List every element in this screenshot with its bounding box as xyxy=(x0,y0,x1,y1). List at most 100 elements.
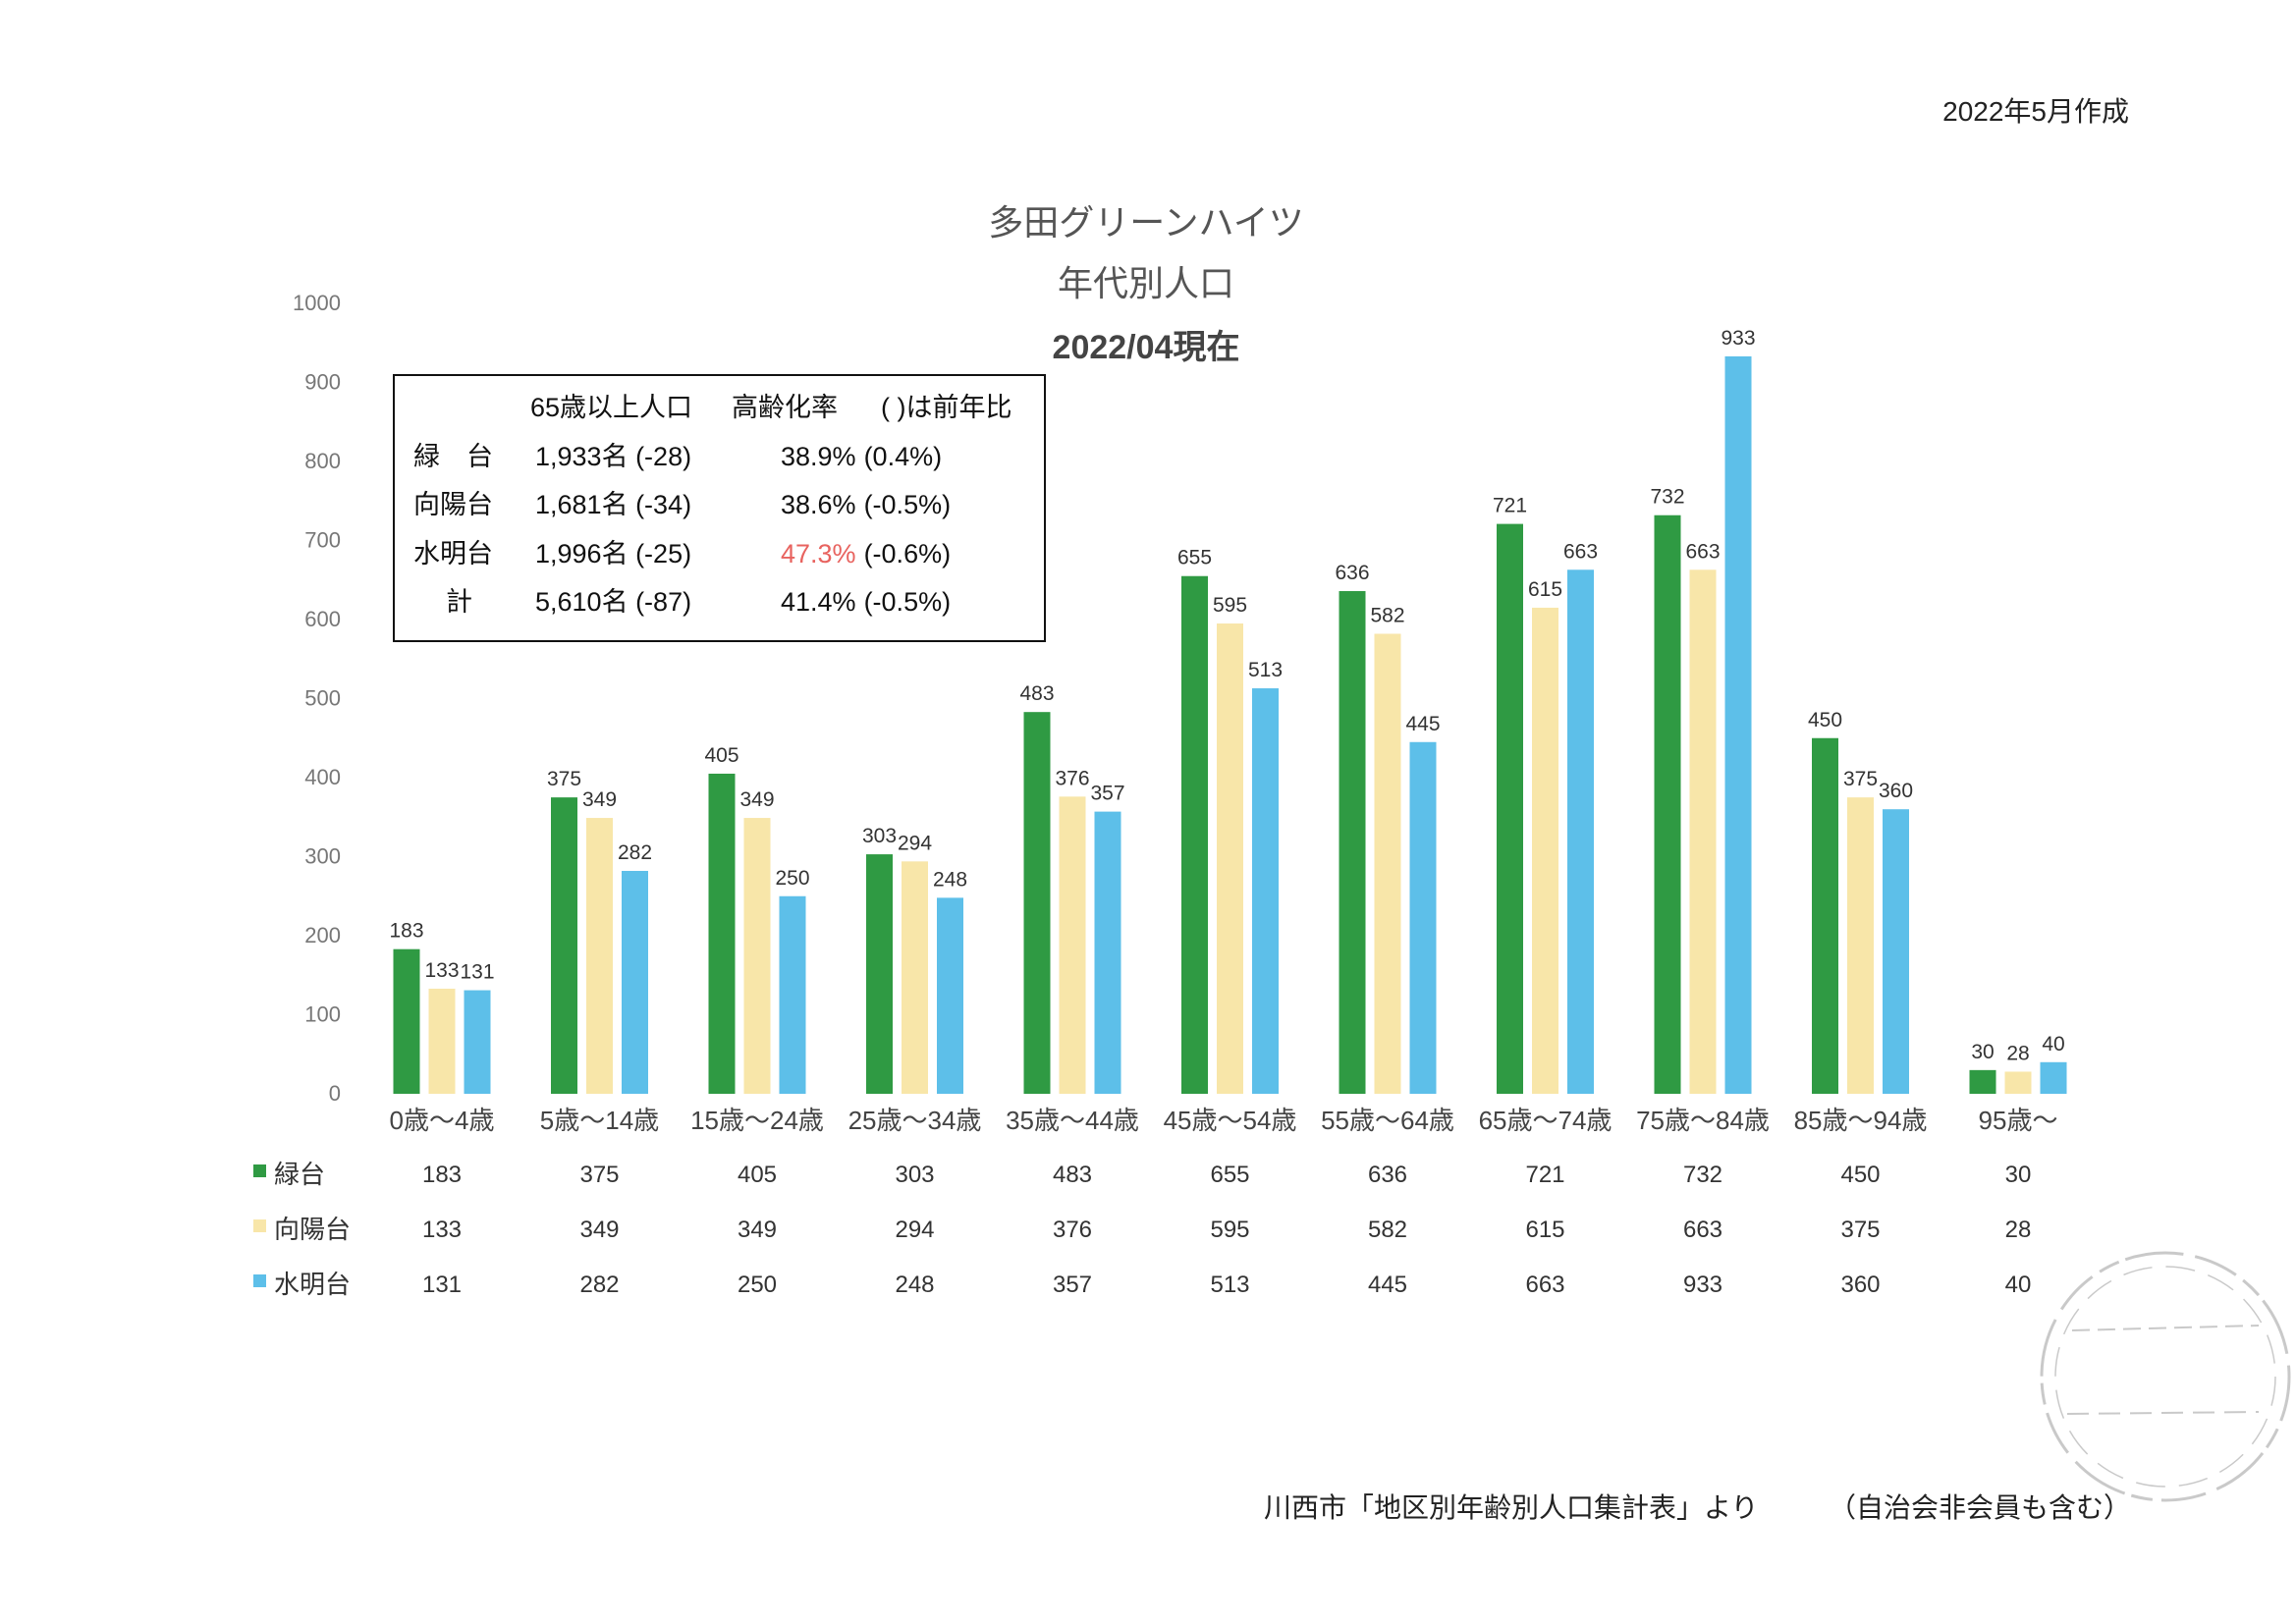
source-note: 川西市「地区別年齢別人口集計表」より xyxy=(1264,1492,1759,1523)
y-tick-label: 300 xyxy=(304,844,341,869)
row-total-label: 計 xyxy=(446,587,472,617)
data-label: 721 xyxy=(1493,495,1527,517)
bar-series-2 xyxy=(1217,623,1243,1094)
bar-series-1 xyxy=(1339,591,1366,1094)
bar-series-1 xyxy=(1497,523,1523,1094)
category-label: 65歳～74歳 xyxy=(1479,1106,1613,1135)
table-value: 28 xyxy=(2005,1217,2032,1243)
bar-series-3 xyxy=(1252,688,1279,1094)
data-label: 375 xyxy=(1843,768,1878,790)
row-area-label: 水明台 xyxy=(413,539,493,568)
table-value: 40 xyxy=(2005,1272,2032,1298)
table-value: 131 xyxy=(422,1272,462,1298)
table-value: 513 xyxy=(1210,1272,1249,1298)
bar-series-1 xyxy=(866,854,893,1094)
table-value: 445 xyxy=(1368,1272,1407,1298)
data-label: 360 xyxy=(1879,780,1913,802)
data-label: 663 xyxy=(1685,540,1720,563)
table-value: 248 xyxy=(895,1272,934,1298)
table-value: 250 xyxy=(738,1272,777,1298)
bar-series-1 xyxy=(1654,514,1681,1094)
y-tick-label: 500 xyxy=(304,686,341,711)
table-value: 655 xyxy=(1210,1162,1249,1188)
data-label: 303 xyxy=(862,825,897,847)
category-label: 15歳～24歳 xyxy=(690,1106,824,1135)
table-value: 360 xyxy=(1840,1272,1880,1298)
table-value: 450 xyxy=(1840,1162,1880,1188)
bar-series-2 xyxy=(1374,633,1401,1094)
bar-series-3 xyxy=(2040,1061,2067,1094)
bar-series-1 xyxy=(1969,1069,1996,1094)
bar-series-1 xyxy=(1812,737,1838,1094)
data-label: 28 xyxy=(2006,1042,2029,1064)
legend-swatch xyxy=(253,1274,266,1287)
y-tick-label: 700 xyxy=(304,528,341,553)
category-label: 5歳～14歳 xyxy=(540,1106,659,1135)
bar-series-3 xyxy=(779,895,806,1094)
data-label: 349 xyxy=(739,788,774,811)
y-tick-label: 0 xyxy=(329,1081,341,1106)
row-rate-cell: 38.6% (-0.5%) xyxy=(781,491,951,518)
data-label: 663 xyxy=(1563,540,1598,563)
data-label: 615 xyxy=(1528,578,1562,601)
y-tick-label: 100 xyxy=(304,1002,341,1027)
table-value: 294 xyxy=(895,1217,934,1243)
chart-subtitle: 年代別人口 xyxy=(1057,263,1234,303)
row-elderly-population: 1,933名 (-28) xyxy=(535,442,692,471)
y-tick-label: 900 xyxy=(304,370,341,395)
data-label: 595 xyxy=(1213,594,1247,617)
data-label: 133 xyxy=(424,959,459,982)
row-rate-cell: 47.3% (-0.6%) xyxy=(781,540,951,568)
category-label: 0歳～4歳 xyxy=(390,1106,495,1135)
row-rate-cell: 41.4% (-0.5%) xyxy=(781,588,951,616)
data-label: 445 xyxy=(1405,713,1440,735)
bar-series-2 xyxy=(1847,797,1874,1094)
data-label: 513 xyxy=(1248,659,1283,681)
data-label: 30 xyxy=(1971,1041,1994,1063)
legend-label: 水明台 xyxy=(274,1270,351,1299)
data-label: 282 xyxy=(618,841,652,864)
y-tick-label: 800 xyxy=(304,449,341,473)
y-axis-ticks: 0 100 200 300 400 500 600 700 800 900 1000 xyxy=(293,291,341,1106)
bar-series-1 xyxy=(1181,575,1208,1094)
row-area-label: 向陽台 xyxy=(413,490,493,519)
legend-swatch xyxy=(253,1164,266,1177)
table-value: 615 xyxy=(1525,1217,1564,1243)
bars xyxy=(393,355,2067,1094)
data-label: 349 xyxy=(582,788,617,811)
data-label: 450 xyxy=(1808,709,1842,731)
bar-series-2 xyxy=(428,988,456,1094)
table-value: 376 xyxy=(1053,1217,1092,1243)
data-label: 933 xyxy=(1721,327,1755,350)
chart-title: 多田グリーンハイツ xyxy=(988,202,1304,243)
legend-label: 向陽台 xyxy=(274,1215,351,1244)
bar-series-3 xyxy=(1883,809,1909,1094)
header-yoy-note: ( )は前年比 xyxy=(881,393,1012,422)
data-label: 582 xyxy=(1370,604,1404,626)
row-area-label: 緑 台 xyxy=(413,442,493,471)
y-tick-label: 400 xyxy=(304,765,341,789)
data-label: 405 xyxy=(704,744,738,767)
category-label: 45歳～54歳 xyxy=(1164,1106,1297,1135)
table-value: 30 xyxy=(2005,1162,2032,1188)
bar-series-3 xyxy=(1094,811,1121,1094)
category-label: 35歳～44歳 xyxy=(1006,1106,1139,1135)
data-label: 294 xyxy=(898,832,932,854)
y-tick-label: 1000 xyxy=(293,291,341,315)
table-value: 375 xyxy=(1840,1217,1880,1243)
data-label: 483 xyxy=(1019,682,1054,705)
bar-series-3 xyxy=(1724,355,1752,1094)
created-date-note: 2022年5月作成 xyxy=(1942,96,2129,127)
data-label: 357 xyxy=(1090,783,1124,805)
data-label: 636 xyxy=(1335,562,1369,584)
rate-value: 38.6% xyxy=(781,490,856,519)
category-labels: 0歳～4歳 5歳～14歳 15歳～24歳 25歳～34歳 35歳～44歳 45歳～54歳 5… xyxy=(390,1106,2058,1135)
legend-swatch xyxy=(253,1219,266,1232)
data-label: 183 xyxy=(389,920,423,943)
category-label: 75歳～84歳 xyxy=(1636,1106,1770,1135)
member-note: （自治会非会員も含む） xyxy=(1829,1492,2132,1523)
table-value: 595 xyxy=(1210,1217,1249,1243)
bar-series-1 xyxy=(393,948,420,1094)
data-label: 40 xyxy=(2042,1033,2064,1056)
